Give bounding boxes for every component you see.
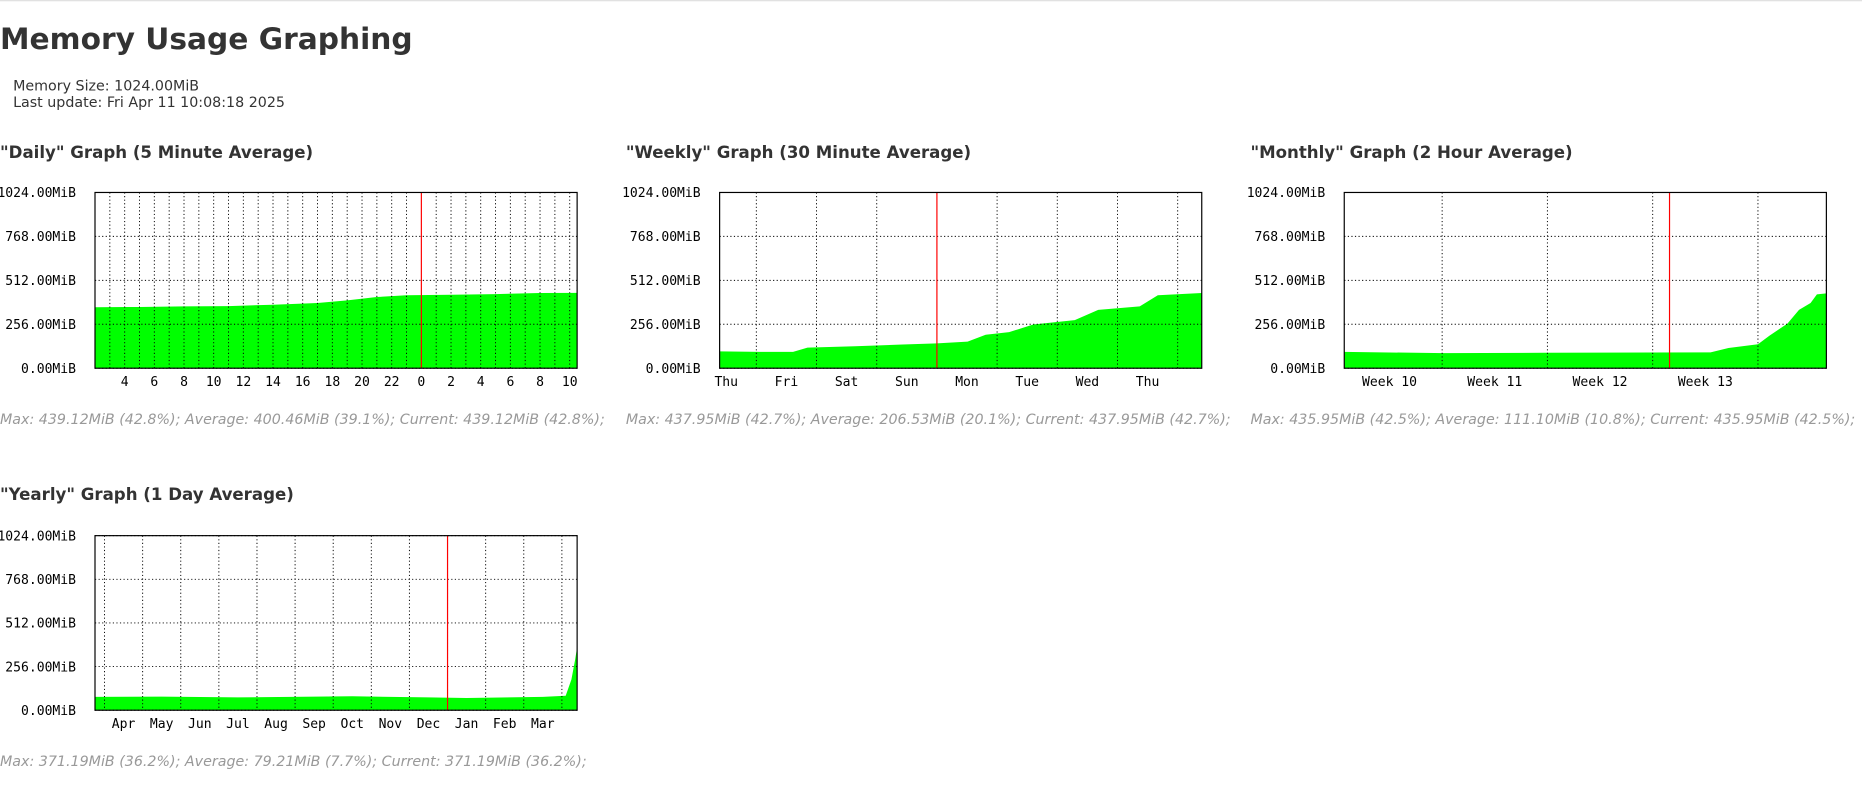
y-tick-label: 256.00MiB <box>630 318 701 333</box>
plot-border <box>719 191 1203 369</box>
plot-border <box>94 535 578 711</box>
x-tick-label: Jun <box>188 717 212 732</box>
y-tick-label: 1024.00MiB <box>0 529 76 544</box>
x-tick-label: 8 <box>536 375 544 390</box>
x-tick-label: Thu <box>714 375 738 390</box>
graph: "Yearly" Graph (1 Day Average) 0.00MiB 256… <box>0 485 587 770</box>
x-tick-label: Fri <box>775 375 799 390</box>
x-tick-label: Jul <box>226 717 250 732</box>
x-tick-label: May <box>150 717 174 732</box>
y-tick-label: 256.00MiB <box>5 318 76 333</box>
y-tick-label: 512.00MiB <box>630 274 701 289</box>
x-tick-label: Feb <box>493 717 517 732</box>
y-tick-label: 1024.00MiB <box>1247 186 1326 201</box>
x-tick-label: Apr <box>112 717 136 732</box>
y-tick-label: 1024.00MiB <box>0 186 76 201</box>
y-tick-label: 1024.00MiB <box>622 186 701 201</box>
graph-title: "Yearly" Graph (1 Day Average) <box>0 485 294 504</box>
y-tick-label: 512.00MiB <box>5 274 76 289</box>
x-tick-label: 6 <box>506 375 514 390</box>
memory-area <box>719 293 1202 369</box>
x-tick-label: Week 13 <box>1678 375 1733 390</box>
x-tick-label: Week 10 <box>1362 375 1417 390</box>
graph-summary: Max: 439.12MiB (42.8%); Average: 400.46M… <box>0 412 605 428</box>
x-tick-label: 4 <box>477 375 485 390</box>
x-tick-label: 6 <box>150 375 158 390</box>
memory-area <box>95 646 578 711</box>
x-tick-label: Dec <box>417 717 441 732</box>
x-tick-label: Thu <box>1136 375 1160 390</box>
y-tick-label: 768.00MiB <box>5 573 76 588</box>
y-tick-label: 768.00MiB <box>1255 230 1326 245</box>
x-tick-label: 10 <box>562 375 578 390</box>
last-update: Last update: Fri Apr 11 10:08:18 2025 <box>13 95 285 111</box>
y-tick-label: 256.00MiB <box>5 660 76 675</box>
graph: "Monthly" Graph (2 Hour Average) 0.00MiB 2… <box>1247 143 1856 428</box>
graph-title: "Weekly" Graph (30 Minute Average) <box>626 143 971 162</box>
graph-summary: Max: 437.95MiB (42.7%); Average: 206.53M… <box>626 412 1231 428</box>
x-tick-label: 14 <box>265 375 281 390</box>
page-title: Memory Usage Graphing <box>0 21 413 56</box>
x-tick-label: Mon <box>955 375 979 390</box>
y-tick-label: 256.00MiB <box>1255 318 1326 333</box>
x-tick-label: 18 <box>324 375 340 390</box>
plot-border <box>94 191 578 369</box>
x-tick-label: Aug <box>264 717 288 732</box>
graph-summary: Max: 371.19MiB (36.2%); Average: 79.21Mi… <box>0 754 587 770</box>
x-tick-label: 20 <box>354 375 370 390</box>
y-tick-label: 768.00MiB <box>5 230 76 245</box>
x-tick-label: Oct <box>340 717 364 732</box>
x-tick-label: Tue <box>1015 375 1039 390</box>
y-tick-label: 768.00MiB <box>630 230 701 245</box>
x-tick-label: Sun <box>895 375 919 390</box>
x-tick-label: Jan <box>455 717 479 732</box>
plot-border <box>1343 191 1827 369</box>
y-tick-label: 0.00MiB <box>646 362 701 377</box>
memory-size: Memory Size: 1024.00MiB <box>13 78 199 94</box>
x-tick-label: 12 <box>235 375 251 390</box>
x-tick-label: Week 12 <box>1573 375 1628 390</box>
x-tick-label: 2 <box>447 375 455 390</box>
memory-area <box>95 292 578 369</box>
y-tick-label: 0.00MiB <box>21 704 76 719</box>
x-tick-label: 22 <box>384 375 400 390</box>
memory-area <box>1344 293 1827 369</box>
x-tick-label: Mar <box>531 717 555 732</box>
y-tick-label: 0.00MiB <box>21 362 76 377</box>
x-tick-label: Nov <box>379 717 403 732</box>
graph: "Daily" Graph (5 Minute Average) 0.00MiB 2… <box>0 143 605 428</box>
y-tick-label: 512.00MiB <box>5 617 76 632</box>
x-tick-label: 4 <box>121 375 129 390</box>
y-tick-label: 512.00MiB <box>1255 274 1326 289</box>
graph-title: "Monthly" Graph (2 Hour Average) <box>1250 143 1572 162</box>
x-tick-label: Wed <box>1076 375 1100 390</box>
graph-title: "Daily" Graph (5 Minute Average) <box>0 143 313 162</box>
y-tick-label: 0.00MiB <box>1270 362 1325 377</box>
x-tick-label: 10 <box>206 375 222 390</box>
graph: "Weekly" Graph (30 Minute Average) 0.00Mi… <box>622 143 1231 428</box>
x-tick-label: Sep <box>302 717 326 732</box>
x-tick-label: 8 <box>180 375 188 390</box>
x-tick-label: 16 <box>295 375 311 390</box>
x-tick-label: 0 <box>417 375 425 390</box>
x-tick-label: Week 11 <box>1467 375 1522 390</box>
x-tick-label: Sat <box>835 375 859 390</box>
graph-summary: Max: 435.95MiB (42.5%); Average: 111.10M… <box>1250 412 1855 428</box>
